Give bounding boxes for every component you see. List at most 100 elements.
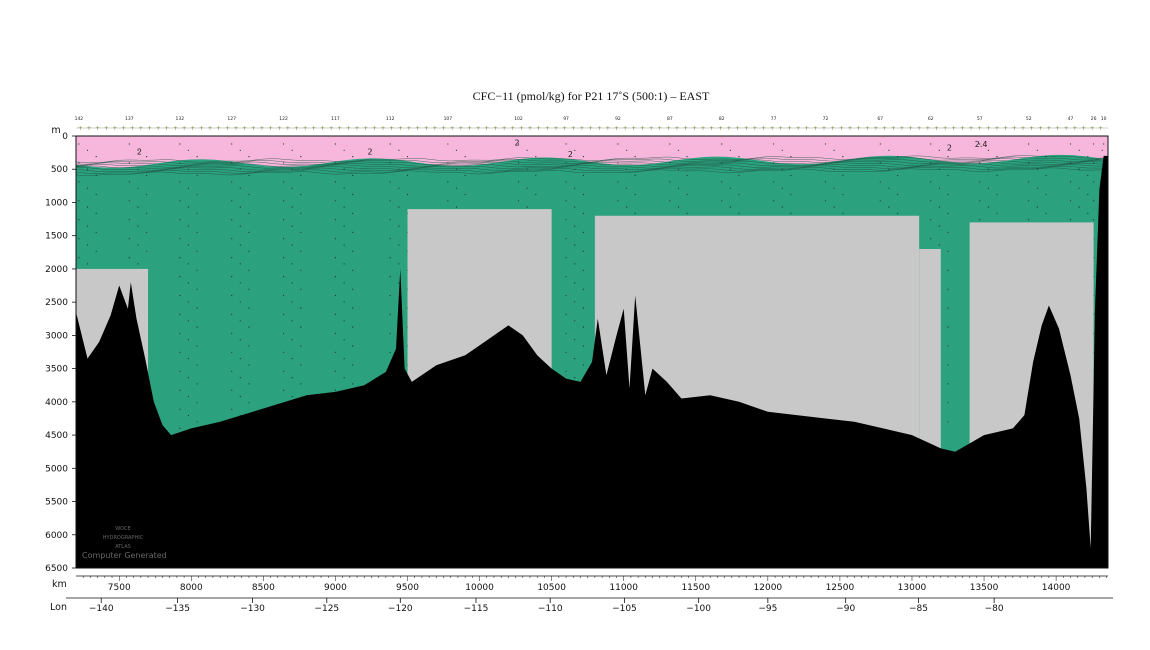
depth-tick-label: 0 — [62, 132, 68, 142]
sample-point — [291, 320, 293, 322]
station-marker: + — [86, 125, 91, 132]
station-marker: + — [787, 125, 792, 132]
contour-label: 2 — [137, 147, 142, 156]
sample-point — [1045, 174, 1047, 177]
sample-point — [517, 200, 520, 202]
sample-point — [231, 200, 233, 202]
sample-point — [283, 257, 285, 259]
sample-point — [947, 231, 949, 233]
sample-point — [291, 339, 293, 341]
sample-point — [179, 351, 181, 353]
sample-point — [947, 174, 949, 177]
sample-point — [574, 339, 576, 341]
sample-point — [343, 263, 345, 265]
station-marker: + — [398, 125, 403, 132]
sample-point — [187, 282, 189, 284]
sample-point — [582, 345, 585, 347]
sample-point — [300, 231, 302, 233]
x-axis-label: km — [52, 579, 67, 590]
sample-point — [938, 225, 941, 227]
sample-point — [565, 257, 567, 259]
sample-point — [146, 212, 148, 214]
sample-point — [146, 250, 148, 252]
sample-point — [574, 206, 576, 208]
sample-point — [187, 263, 189, 265]
station-marker: + — [259, 125, 264, 132]
station-marker: + — [233, 125, 238, 132]
sample-point — [582, 156, 585, 158]
sample-point — [196, 307, 198, 309]
distance-tick-label: 10500 — [537, 583, 566, 593]
sample-point — [574, 320, 576, 322]
sample-point — [565, 332, 567, 334]
sample-point — [343, 339, 345, 341]
station-marker: + — [796, 125, 801, 132]
sample-point — [979, 181, 981, 183]
station-marker: + — [856, 125, 861, 132]
sample-point — [196, 383, 198, 385]
sample-point — [78, 200, 80, 202]
sample-point — [179, 370, 181, 372]
lon-tick-label: −115 — [464, 604, 489, 614]
sample-point — [1069, 219, 1072, 221]
station-label: 26 — [1091, 116, 1097, 122]
depth-tick-label: 500 — [51, 165, 68, 175]
sample-point — [738, 156, 740, 158]
sample-point — [526, 168, 528, 170]
depth-tick-label: 5000 — [45, 464, 68, 474]
sample-point — [95, 212, 97, 214]
sample-point — [879, 200, 881, 202]
sample-point — [729, 187, 732, 189]
sample-point — [291, 206, 293, 208]
station-label: 112 — [386, 116, 395, 122]
sample-point — [389, 276, 391, 278]
sample-point — [897, 156, 899, 158]
sample-point — [231, 294, 233, 297]
sample-point — [334, 162, 336, 164]
sample-point — [248, 231, 250, 233]
sample-point — [283, 276, 285, 278]
sample-point — [1078, 206, 1080, 208]
sample-point — [248, 250, 250, 252]
station-marker: + — [216, 125, 221, 132]
station-marker: + — [882, 125, 887, 132]
sample-point — [291, 149, 293, 151]
sample-point — [565, 294, 567, 297]
sample-point — [239, 282, 241, 284]
sample-point — [283, 313, 285, 315]
station-marker: + — [588, 125, 593, 132]
sample-point — [334, 181, 336, 183]
sample-point — [1045, 193, 1047, 196]
station-marker: + — [242, 125, 247, 132]
sample-point — [455, 168, 458, 170]
station-label: 127 — [227, 116, 236, 122]
sample-point — [897, 174, 899, 177]
sample-point — [146, 156, 148, 158]
sample-point — [343, 301, 345, 303]
contour-label: 2 — [367, 147, 372, 156]
station-label: 87 — [667, 116, 673, 122]
sample-point — [334, 143, 336, 145]
depth-tick-label: 5500 — [45, 498, 68, 508]
lon-tick-label: −125 — [314, 604, 339, 614]
sample-point — [196, 345, 198, 347]
sample-point — [879, 143, 881, 145]
sample-point — [1087, 212, 1089, 214]
sample-point — [300, 307, 302, 309]
sample-point — [389, 238, 391, 240]
sample-point — [1093, 162, 1095, 164]
station-label: 132 — [175, 116, 184, 122]
plot-area: 2 2 2 2 2 2.4 — [76, 136, 1108, 568]
station-label: 47 — [1068, 116, 1074, 122]
sample-point — [947, 156, 949, 158]
station-marker: + — [995, 125, 1000, 132]
sample-point — [1028, 143, 1030, 145]
sample-point — [582, 250, 585, 252]
sample-point — [526, 187, 528, 189]
sample-point — [231, 238, 233, 240]
sample-point — [729, 206, 732, 208]
longitude-axis: −140 −135 −130 −125 −120 −115 −110 −105 −100 −95 −… — [66, 597, 1113, 614]
sample-point — [196, 231, 198, 233]
sample-point — [179, 162, 181, 164]
distance-tick-label: 13000 — [898, 583, 927, 593]
